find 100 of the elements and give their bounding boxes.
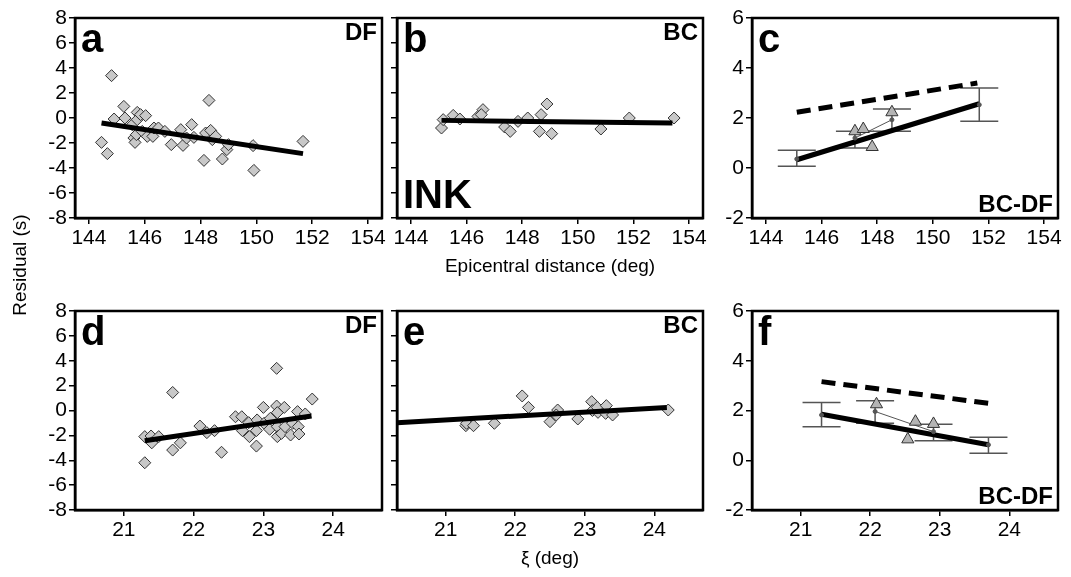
x-tick-label: 152 — [615, 225, 651, 249]
point — [202, 93, 216, 107]
x-tick-label: 23 — [928, 517, 952, 541]
annotation: f — [758, 309, 772, 354]
annotation: BC — [663, 310, 698, 338]
x-tick-label: 21 — [112, 517, 136, 541]
point — [166, 385, 180, 399]
y-tick-label: -2 — [48, 129, 67, 153]
y-tick-label: 2 — [732, 397, 744, 421]
point — [193, 419, 207, 433]
x-tick-label: 144 — [393, 225, 429, 249]
x-tick-label: 154 — [350, 225, 386, 249]
y-tick-label: -8 — [48, 204, 67, 228]
x-tick-label: 148 — [859, 225, 895, 249]
point — [515, 389, 529, 403]
x-tick-label: 148 — [183, 225, 219, 249]
y-tick-label: -2 — [725, 496, 744, 520]
point — [305, 392, 319, 406]
y-tick-label: -6 — [48, 179, 67, 203]
y-tick-label: -2 — [725, 204, 744, 228]
y-axis-title: Residual (s) — [9, 214, 31, 316]
point — [296, 134, 310, 148]
y-tick-label: 4 — [732, 54, 745, 78]
annotation: BC — [663, 17, 698, 45]
point — [856, 121, 870, 133]
y-tick-label: 2 — [55, 372, 67, 396]
point — [926, 416, 941, 428]
annotation: DF — [345, 17, 377, 45]
y-tick-label: 4 — [55, 347, 68, 371]
point — [166, 443, 180, 457]
point — [138, 456, 152, 470]
annotation: a — [81, 16, 104, 61]
y-tick-label: -8 — [48, 496, 67, 520]
x-tick-label: 144 — [748, 225, 784, 249]
x-tick-label: 144 — [71, 225, 107, 249]
y-tick-label: 8 — [55, 4, 67, 28]
point — [249, 424, 263, 438]
x-tick-label: 146 — [804, 225, 840, 249]
point — [118, 111, 132, 125]
point — [292, 427, 306, 441]
annotation: INK — [403, 172, 472, 217]
x-tick-label: 148 — [504, 225, 540, 249]
x-tick-label: 23 — [251, 517, 276, 541]
y-tick-label: 0 — [732, 154, 744, 178]
point — [277, 400, 291, 414]
point — [545, 127, 559, 141]
y-tick-label: 0 — [55, 104, 67, 128]
point — [270, 406, 284, 420]
point — [270, 361, 284, 375]
y-tick-label: -2 — [48, 422, 67, 446]
point — [242, 430, 256, 444]
y-tick-label: 6 — [732, 4, 744, 28]
y-tick-label: 6 — [732, 297, 744, 321]
annotation: BC-DF — [978, 189, 1053, 217]
y-tick-label: 6 — [55, 29, 67, 53]
point — [901, 431, 915, 444]
y-tick-label: 4 — [732, 347, 745, 371]
point — [139, 109, 153, 123]
x-tick-label: 24 — [997, 517, 1022, 541]
x-tick-label: 22 — [503, 517, 527, 541]
x-tick-label: 146 — [449, 225, 485, 249]
point — [540, 97, 554, 111]
point — [215, 445, 229, 459]
y-tick-label: 2 — [732, 104, 744, 128]
x-tick-label: 150 — [560, 225, 596, 249]
y-tick-label: -4 — [48, 447, 68, 471]
x-tick-label: 146 — [127, 225, 163, 249]
point — [95, 135, 109, 149]
y-tick-label: 0 — [55, 397, 67, 421]
point — [534, 108, 548, 122]
point — [594, 122, 608, 136]
x-tick-label: 154 — [1026, 225, 1062, 249]
point — [521, 400, 535, 414]
x-tick-label: 21 — [789, 517, 813, 541]
x-tick-label: 150 — [238, 225, 274, 249]
y-tick-label: 6 — [55, 322, 67, 346]
point — [173, 436, 187, 450]
point — [164, 138, 178, 152]
x-axis-title: Epicentral distance (deg) — [444, 254, 656, 276]
point — [885, 104, 899, 117]
point — [503, 124, 517, 138]
point — [571, 412, 585, 426]
point — [543, 415, 557, 429]
x-tick-label: 150 — [915, 225, 951, 249]
x-tick-label: 24 — [321, 517, 346, 541]
annotation: b — [403, 16, 428, 61]
point — [247, 163, 261, 177]
x-tick-label: 24 — [642, 517, 667, 541]
point — [865, 139, 879, 151]
point — [908, 414, 922, 426]
x-tick-label: 22 — [858, 517, 882, 541]
point — [197, 153, 211, 167]
y-tick-label: 0 — [732, 447, 744, 471]
x-tick-label: 152 — [294, 225, 330, 249]
point — [869, 396, 884, 409]
y-tick-label: 2 — [55, 79, 67, 103]
point — [185, 118, 199, 132]
x-tick-label: 23 — [573, 517, 597, 541]
x-tick-label: 21 — [434, 517, 458, 541]
point — [117, 99, 131, 113]
